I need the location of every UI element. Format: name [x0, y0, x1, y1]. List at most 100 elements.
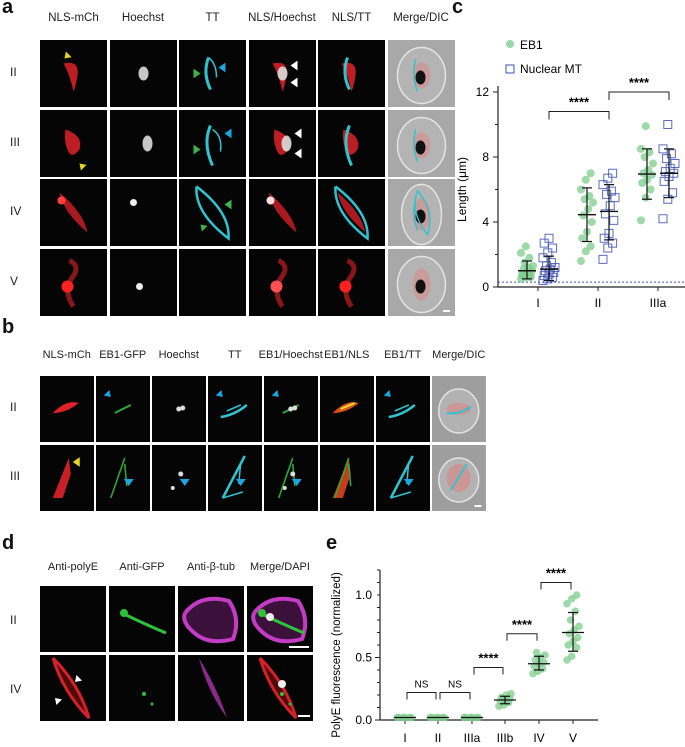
- svg-text:1.0: 1.0: [355, 588, 372, 602]
- blue-arrowhead: [103, 390, 111, 397]
- micrograph-tile: [208, 376, 262, 442]
- micrograph-tile: [96, 376, 150, 442]
- svg-text:NS: NS: [448, 680, 462, 691]
- white-arrowhead: [55, 698, 62, 705]
- micrograph-tile: [178, 655, 244, 721]
- svg-text:IIIa: IIIa: [464, 731, 481, 745]
- row-label: III: [10, 134, 21, 149]
- svg-text:V: V: [569, 731, 577, 745]
- micrograph-tile: [109, 179, 177, 246]
- svg-text:0.5: 0.5: [355, 651, 372, 665]
- blue-arrowhead: [215, 390, 223, 397]
- micrograph-tile: [320, 444, 374, 511]
- micrograph-tile: [179, 179, 246, 246]
- column-label: EB1/NLS: [324, 349, 370, 361]
- micrograph-tile: [179, 109, 246, 177]
- blue-arrowhead: [383, 390, 391, 397]
- svg-text:I: I: [536, 296, 539, 310]
- panel-a-letter: a: [2, 0, 14, 18]
- micrograph-tile: [208, 444, 262, 511]
- micrograph-tile: [96, 444, 150, 511]
- column-label: NLS-mCh: [42, 349, 91, 361]
- green-arrowhead: [193, 144, 201, 154]
- row-label: II: [10, 65, 17, 79]
- svg-text:****: ****: [569, 95, 590, 110]
- panel-c-letter: c: [452, 0, 464, 18]
- column-label: NLS/Hoechst: [248, 12, 316, 24]
- micrograph-tile: [40, 248, 107, 316]
- svg-text:8: 8: [482, 150, 489, 164]
- row-label: IV: [10, 682, 22, 696]
- micrograph-tile: [264, 444, 318, 511]
- white-arrowhead: [294, 148, 301, 158]
- micrograph-tile: [109, 586, 175, 652]
- micrograph-tile: [376, 444, 430, 511]
- micrograph-tile: [432, 444, 486, 511]
- blue-arrowhead: [235, 478, 246, 486]
- micrograph-tile: [40, 109, 107, 177]
- micrograph-tile: [109, 109, 177, 177]
- blue-arrowhead: [218, 62, 226, 73]
- white-arrowhead: [294, 128, 301, 138]
- micrograph-tile: [40, 586, 106, 652]
- column-label: NLS/TT: [331, 12, 372, 24]
- micrograph-tile: [40, 179, 107, 246]
- green-arrowhead: [193, 68, 201, 79]
- micrograph-tile: [40, 40, 107, 107]
- micrograph-tile: [248, 179, 316, 246]
- svg-text:0: 0: [482, 280, 489, 294]
- row-label: III: [10, 468, 21, 483]
- micrograph-tile: [40, 655, 106, 721]
- micrograph-tile: [318, 248, 385, 316]
- column-label: Anti-β-tub: [187, 561, 235, 573]
- chart-legend: EB1 Nuclear MT: [505, 38, 583, 76]
- white-arrowhead: [290, 77, 297, 88]
- green-arrowhead: [224, 199, 232, 210]
- white-arrowhead: [290, 60, 297, 71]
- column-label: EB1-GFP: [99, 349, 147, 361]
- micrograph-tile: [178, 586, 244, 652]
- micrograph-tile: [40, 376, 94, 442]
- row-label: IV: [10, 204, 22, 218]
- svg-text:EB1: EB1: [520, 38, 543, 52]
- blue-arrowhead: [291, 478, 302, 486]
- column-label: Merge/DIC: [432, 349, 486, 361]
- micrograph-tile: [109, 40, 177, 107]
- micrograph-tile: [387, 179, 455, 246]
- micrograph-tile: [318, 179, 385, 246]
- column-label: Anti-GFP: [119, 561, 165, 573]
- svg-text:12: 12: [476, 85, 490, 99]
- column-label: Merge/DIC: [393, 12, 449, 24]
- micrograph-tile: [432, 376, 486, 442]
- svg-text:****: ****: [629, 75, 650, 90]
- blue-arrowhead: [123, 478, 134, 486]
- svg-text:IIIb: IIIb: [497, 731, 514, 745]
- svg-text:II: II: [595, 296, 602, 310]
- column-label: Anti-polyE: [47, 561, 99, 573]
- yellow-arrowhead: [64, 51, 72, 59]
- svg-text:Nuclear MT: Nuclear MT: [520, 62, 583, 76]
- column-label: EB1/Hoechst: [258, 349, 323, 361]
- panel-b-letter: b: [2, 316, 15, 338]
- blue-arrowhead: [403, 478, 414, 486]
- svg-text:PolyE fluorescence (normalized: PolyE fluorescence (normalized): [331, 572, 343, 738]
- row-label: II: [10, 613, 17, 627]
- blue-arrowhead: [271, 390, 279, 397]
- white-arrowhead: [75, 675, 82, 682]
- svg-text:4: 4: [482, 215, 489, 229]
- column-label: NLS-mCh: [48, 12, 99, 24]
- svg-text:****: ****: [478, 651, 499, 666]
- micrograph-tile: [247, 655, 313, 721]
- column-label: Hoechst: [121, 12, 165, 24]
- svg-text:I: I: [403, 731, 406, 745]
- svg-text:IIIa: IIIa: [650, 296, 667, 310]
- svg-text:****: ****: [512, 617, 533, 632]
- micrograph-tile: [264, 376, 318, 442]
- micrograph-tile: [109, 655, 175, 721]
- micrograph-tile: [320, 376, 374, 442]
- micrograph-tile: [109, 248, 177, 316]
- blue-arrowhead: [179, 478, 190, 486]
- svg-text:****: ****: [546, 566, 567, 581]
- yellow-arrowhead: [79, 163, 87, 170]
